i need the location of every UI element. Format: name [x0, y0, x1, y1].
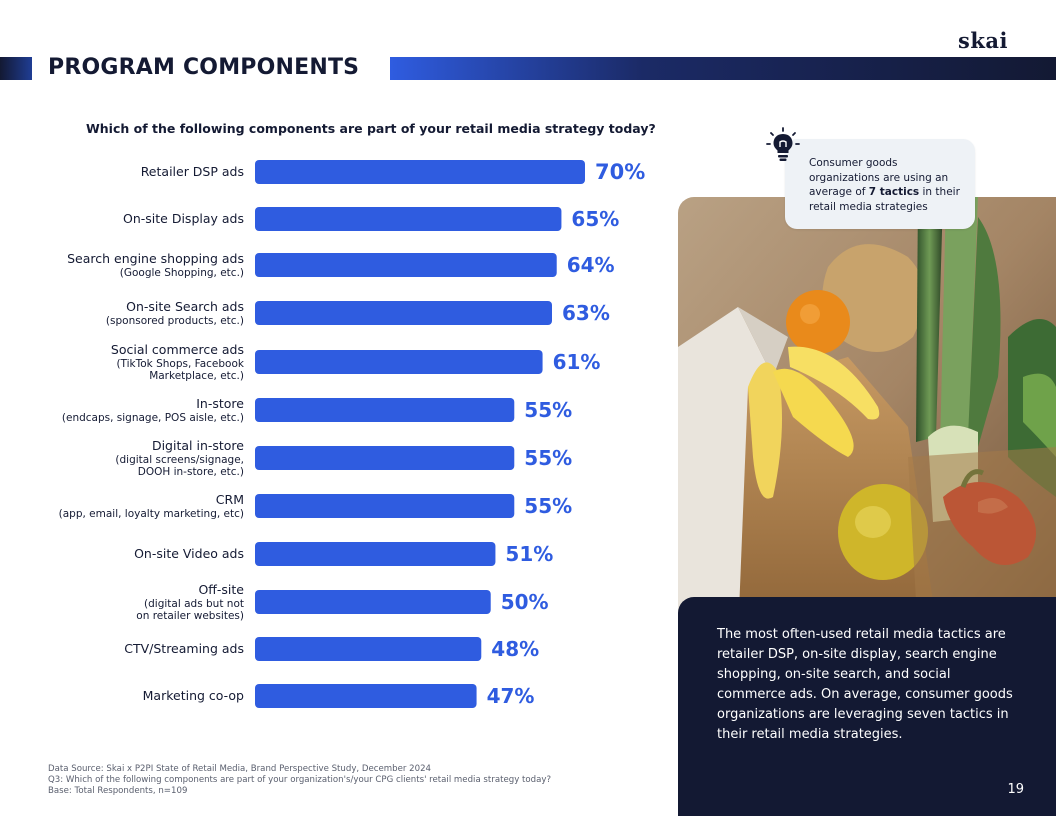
- bar-10: [255, 590, 491, 614]
- bar-8: [255, 494, 515, 518]
- value-label-11: 48%: [491, 637, 539, 661]
- footnote: Data Source: Skai x P2PI State of Retail…: [48, 764, 668, 797]
- category-label-8: CRM: [216, 492, 244, 507]
- bar-4: [255, 301, 552, 325]
- category-label-4: On-site Search ads: [126, 299, 244, 314]
- category-label-7: Digital in-store: [152, 438, 244, 453]
- value-label-2: 65%: [571, 207, 619, 231]
- category-note-10-2: on retailer websites): [136, 610, 244, 622]
- footnote-source: Data Source: Skai x P2PI State of Retail…: [48, 764, 432, 774]
- summary-panel: The most often-used retail media tactics…: [678, 597, 1056, 816]
- category-label-6: In-store: [196, 396, 244, 411]
- page-title: PROGRAM COMPONENTS: [48, 55, 360, 80]
- category-note-8-1: (app, email, loyalty marketing, etc): [59, 508, 244, 520]
- bar-chart: 70% Retailer DSP ads 65% On-site Display ad…: [59, 160, 645, 708]
- category-label-5: Social commerce ads: [111, 342, 244, 357]
- bar-2: [255, 207, 562, 231]
- value-label-5: 61%: [553, 350, 601, 374]
- category-note-5-1: (TikTok Shops, Facebook: [116, 358, 244, 370]
- bar-7: [255, 446, 515, 470]
- value-label-7: 55%: [524, 446, 572, 470]
- value-label-9: 51%: [505, 542, 553, 566]
- category-label-10: Off-site: [198, 582, 244, 597]
- grocery-bag-photo: [678, 197, 1056, 637]
- category-note-10-1: (digital ads but not: [144, 598, 244, 610]
- bar-6: [255, 398, 515, 422]
- value-label-8: 55%: [524, 494, 572, 518]
- bar-12: [255, 684, 477, 708]
- page-number: 19: [1007, 782, 1024, 797]
- category-note-7-1: (digital screens/signage,: [115, 454, 244, 466]
- brand-logo: skai: [958, 28, 1008, 53]
- category-label-1: Retailer DSP ads: [141, 164, 244, 179]
- insight-callout: Consumer goods organizations are using a…: [785, 139, 975, 229]
- callout-highlight: 7 tactics: [868, 186, 920, 198]
- category-label-12: Marketing co-op: [143, 688, 244, 703]
- category-note-3-1: (Google Shopping, etc.): [120, 267, 244, 279]
- footnote-base: Base: Total Respondents, n=109: [48, 786, 188, 796]
- summary-text: The most often-used retail media tactics…: [717, 627, 1013, 742]
- callout-text: Consumer goods organizations are using a…: [809, 157, 960, 213]
- category-label-3: Search engine shopping ads: [67, 251, 244, 266]
- bar-11: [255, 637, 482, 661]
- header-band-left: [0, 57, 32, 80]
- bar-9: [255, 542, 496, 566]
- category-note-6-1: (endcaps, signage, POS aisle, etc.): [62, 412, 244, 424]
- value-label-3: 64%: [567, 253, 615, 277]
- category-note-5-2: Marketplace, etc.): [149, 370, 244, 382]
- category-label-11: CTV/Streaming ads: [124, 641, 244, 656]
- bar-3: [255, 253, 557, 277]
- footnote-question: Q3: Which of the following components ar…: [48, 775, 552, 785]
- value-label-12: 47%: [487, 684, 535, 708]
- value-label-6: 55%: [524, 398, 572, 422]
- category-label-9: On-site Video ads: [134, 546, 244, 561]
- header-band-right: [390, 57, 1056, 80]
- value-label-10: 50%: [501, 590, 549, 614]
- category-label-2: On-site Display ads: [123, 211, 244, 226]
- lightbulb-icon: [766, 127, 800, 161]
- bar-1: [255, 160, 585, 184]
- bar-5: [255, 350, 543, 374]
- category-note-7-2: DOOH in-store, etc.): [138, 466, 244, 478]
- value-label-4: 63%: [562, 301, 610, 325]
- category-note-4-1: (sponsored products, etc.): [106, 315, 244, 327]
- value-label-1: 70%: [595, 160, 645, 184]
- chart-title: Which of the following components are pa…: [86, 121, 656, 136]
